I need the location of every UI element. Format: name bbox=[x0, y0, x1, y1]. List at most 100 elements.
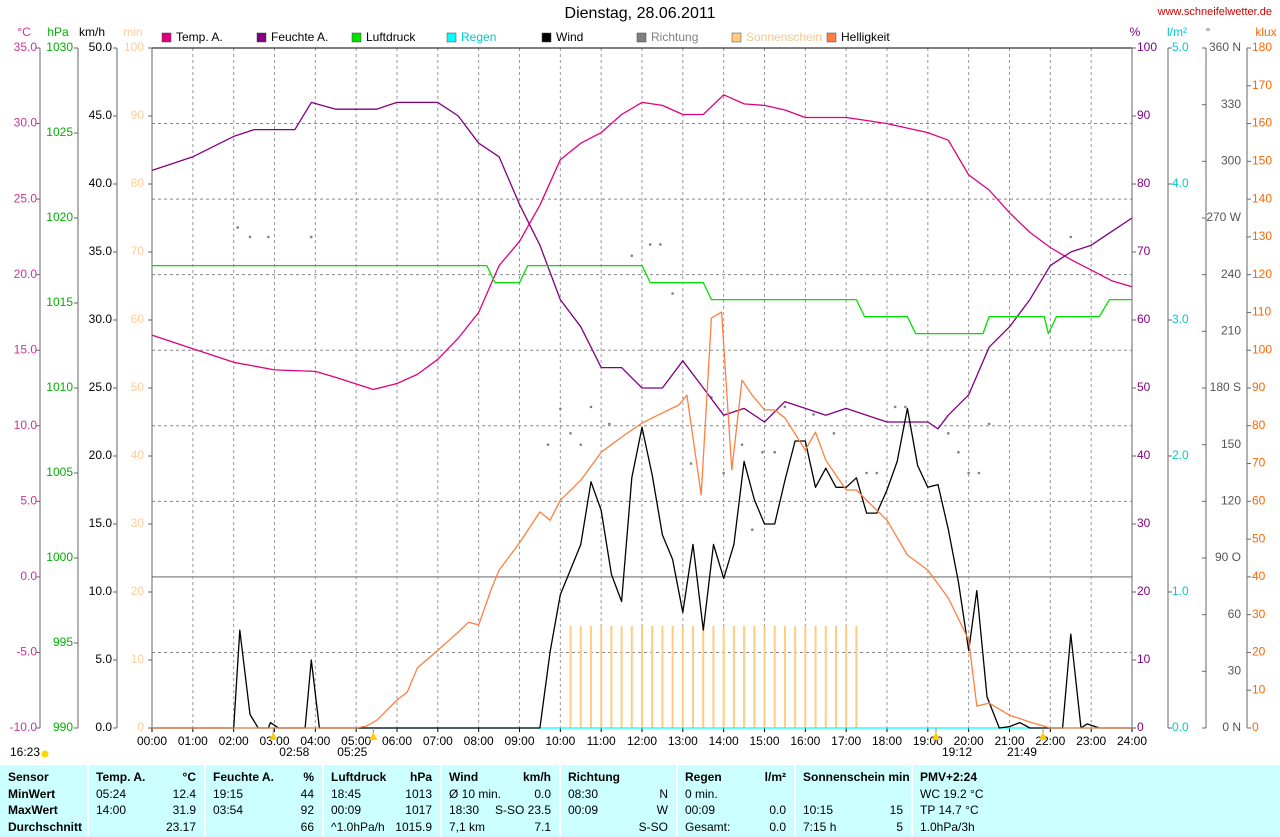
table-cell: 05:24 bbox=[96, 787, 126, 801]
y-tick-label: 330 bbox=[1221, 97, 1241, 111]
table-cell: 03:54 bbox=[213, 803, 243, 817]
y-tick-label: 1015 bbox=[46, 295, 73, 309]
event-label: 05:25 bbox=[337, 745, 367, 759]
event-icon bbox=[932, 732, 940, 740]
direction-dot bbox=[689, 462, 693, 465]
axis-unit: l/m² bbox=[1167, 25, 1187, 39]
y-tick-label: 240 bbox=[1221, 267, 1241, 281]
y-tick-label: 120 bbox=[1252, 267, 1272, 281]
direction-dot bbox=[559, 407, 562, 411]
y-tick-label: 40 bbox=[131, 448, 145, 462]
y-tick-label: -10.0 bbox=[10, 720, 38, 734]
y-tick-label: 90 bbox=[1252, 380, 1266, 394]
legend-swatch bbox=[351, 32, 362, 43]
y-tick-label: 3.0 bbox=[1172, 312, 1189, 326]
y-tick-label: 40 bbox=[1137, 448, 1151, 462]
y-tick-label: 60 bbox=[1252, 494, 1266, 508]
table-cell: 31.9 bbox=[173, 803, 197, 817]
y-tick-label: 20.0 bbox=[89, 448, 113, 462]
x-tick-label: 04:00 bbox=[300, 734, 330, 748]
direction-dot bbox=[946, 432, 950, 435]
y-tick-label: 60 bbox=[1228, 607, 1242, 621]
table-cell: PMV+2:24 bbox=[920, 770, 977, 784]
y-tick-label: 1010 bbox=[46, 380, 73, 394]
table-cell: S-SO 23.5 bbox=[495, 803, 551, 817]
table-cell: 00:09 bbox=[331, 803, 361, 817]
table-cell: 19:15 bbox=[213, 787, 243, 801]
x-tick-label: 07:00 bbox=[423, 734, 453, 748]
y-tick-label: 130 bbox=[1252, 229, 1272, 243]
x-tick-label: 10:00 bbox=[545, 734, 575, 748]
sun-icon bbox=[41, 750, 49, 758]
direction-dot bbox=[865, 471, 868, 475]
y-tick-label: 5.0 bbox=[95, 652, 112, 666]
table-cell: hPa bbox=[410, 770, 432, 784]
table-cell: 1015.9 bbox=[395, 820, 432, 834]
y-tick-label: 80 bbox=[1252, 418, 1266, 432]
x-tick-label: 19:00 bbox=[913, 734, 943, 748]
axis-unit: ° bbox=[1206, 25, 1211, 39]
x-tick-label: 02:00 bbox=[219, 734, 249, 748]
x-tick-label: 18:00 bbox=[872, 734, 902, 748]
direction-dot bbox=[569, 432, 572, 435]
y-tick-label: 30 bbox=[1137, 516, 1151, 530]
legend-swatch bbox=[731, 32, 742, 43]
series-line bbox=[151, 94, 1133, 391]
direction-dot bbox=[967, 471, 970, 475]
x-tick-label: 01:00 bbox=[178, 734, 208, 748]
series-line bbox=[151, 101, 1133, 430]
table-cell: 7:15 h bbox=[803, 820, 836, 834]
table-cell: Gesamt: bbox=[685, 820, 730, 834]
direction-dot bbox=[761, 450, 764, 454]
y-tick-label: 1005 bbox=[46, 465, 73, 479]
y-tick-label: 25.0 bbox=[89, 380, 113, 394]
direction-dot bbox=[589, 405, 593, 409]
x-tick-label: 06:00 bbox=[382, 734, 412, 748]
table-cell: 08:30 bbox=[568, 787, 598, 801]
y-tick-label: 30 bbox=[1228, 664, 1242, 678]
y-tick-label: 80 bbox=[131, 176, 145, 190]
legend-swatch bbox=[541, 32, 552, 43]
direction-dot bbox=[750, 528, 754, 531]
direction-dot bbox=[648, 243, 652, 246]
x-tick-label: 22:00 bbox=[1035, 734, 1065, 748]
x-tick-label: 03:00 bbox=[259, 734, 289, 748]
event-icon bbox=[269, 732, 278, 740]
x-tick-label: 13:00 bbox=[668, 734, 698, 748]
direction-dot bbox=[236, 226, 240, 229]
legend-swatch bbox=[446, 32, 457, 43]
y-tick-label: 50.0 bbox=[89, 40, 113, 54]
direction-dot bbox=[630, 254, 634, 258]
table-cell: 0 min. bbox=[685, 787, 718, 801]
table-cell: Sonnenschein min bbox=[803, 770, 910, 784]
series-line bbox=[152, 311, 1132, 729]
y-tick-label: -5.0 bbox=[16, 645, 37, 659]
direction-dot bbox=[740, 443, 744, 446]
direction-dot bbox=[904, 405, 907, 409]
y-tick-label: 45.0 bbox=[89, 108, 113, 122]
y-tick-label: 0 N bbox=[1222, 720, 1241, 734]
table-cell: Sensor bbox=[8, 770, 49, 784]
x-tick-label: 21:00 bbox=[994, 734, 1024, 748]
axis-unit: hPa bbox=[47, 25, 69, 39]
table-cell: Durchschnitt bbox=[8, 820, 82, 834]
direction-dot bbox=[812, 413, 815, 416]
table-cell: 5 bbox=[896, 820, 903, 834]
table-cell: 18:30 bbox=[449, 803, 479, 817]
x-tick-label: 00:00 bbox=[137, 734, 167, 748]
y-tick-label: 210 bbox=[1221, 324, 1241, 338]
table-cell: 7.1 bbox=[534, 820, 551, 834]
y-tick-label: 170 bbox=[1252, 78, 1272, 92]
table-cell: 00:09 bbox=[568, 803, 598, 817]
legend-swatch bbox=[636, 32, 647, 43]
y-tick-label: 30 bbox=[131, 516, 145, 530]
y-tick-label: 1025 bbox=[46, 125, 73, 139]
y-tick-label: 1020 bbox=[46, 210, 73, 224]
table-cell: Wind bbox=[449, 770, 478, 784]
table-background bbox=[0, 765, 1280, 837]
y-tick-label: 5.0 bbox=[20, 494, 37, 508]
direction-dot bbox=[659, 243, 662, 246]
legend-label: Helligkeit bbox=[841, 30, 890, 44]
legend-label: Wind bbox=[556, 30, 583, 44]
